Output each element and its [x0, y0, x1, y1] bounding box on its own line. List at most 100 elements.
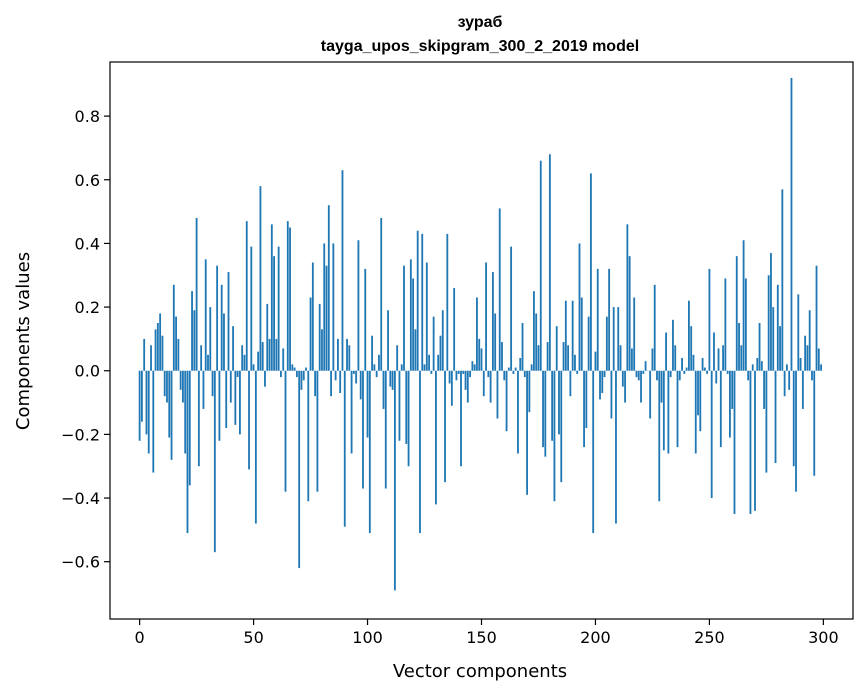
bar-91: [346, 338, 348, 371]
bar-297: [815, 265, 818, 371]
bar-174: [535, 313, 538, 371]
bar-98: [362, 370, 364, 489]
bar-166: [517, 370, 519, 454]
bar-250: [708, 268, 711, 371]
bar-225: [651, 348, 654, 371]
bar-50: [252, 364, 255, 371]
bar-74: [307, 370, 310, 502]
bar-82: [325, 265, 328, 371]
bar-274: [763, 370, 766, 409]
bar-170: [526, 370, 528, 495]
bar-224: [649, 370, 652, 419]
bar-18: [179, 370, 182, 390]
bar-85: [332, 243, 335, 371]
x-tick-label: 100: [352, 628, 383, 647]
bar-230: [662, 370, 665, 451]
bar-221: [642, 370, 645, 374]
bar-113: [396, 345, 399, 371]
bar-291: [801, 370, 804, 409]
y-tick-label: 0.0: [75, 362, 100, 381]
bar-36: [220, 284, 223, 371]
bar-47: [245, 221, 248, 371]
bar-208: [612, 307, 615, 371]
bar-90: [343, 370, 346, 527]
bar-222: [644, 361, 647, 371]
y-tick-label: 0.8: [75, 107, 100, 126]
bar-128: [430, 370, 433, 374]
bar-62: [280, 370, 282, 378]
bar-198: [589, 173, 592, 371]
bar-192: [576, 370, 579, 374]
bar-154: [489, 370, 492, 403]
bar-156: [494, 313, 497, 371]
bar-158: [498, 208, 501, 371]
y-tick-label: −0.6: [61, 553, 100, 572]
bar-155: [491, 272, 494, 371]
bar-161: [505, 370, 508, 432]
bar-114: [398, 370, 401, 441]
bar-295: [811, 370, 813, 381]
bar-107: [382, 370, 385, 409]
bar-182: [553, 370, 556, 502]
bar-201: [596, 268, 599, 371]
bar-44: [239, 370, 241, 435]
bar-130: [435, 370, 437, 505]
bar-220: [640, 370, 642, 403]
bar-77: [314, 370, 317, 397]
bar-276: [767, 275, 770, 371]
bar-118: [407, 370, 410, 467]
bar-183: [555, 326, 558, 371]
bar-13: [168, 370, 171, 438]
bar-267: [747, 370, 750, 381]
bar-279: [774, 370, 777, 464]
x-tick-label: 200: [580, 628, 611, 647]
bar-9: [159, 313, 162, 371]
bar-70: [298, 370, 301, 569]
bar-289: [797, 294, 800, 371]
bar-99: [364, 268, 367, 371]
bar-263: [738, 322, 740, 371]
bar-136: [448, 370, 451, 384]
bar-296: [813, 370, 816, 476]
bar-30: [207, 354, 209, 371]
bar-1: [141, 370, 143, 422]
bar-265: [742, 240, 745, 371]
bar-129: [432, 316, 435, 371]
bar-242: [690, 326, 693, 371]
bar-123: [419, 370, 421, 534]
bar-83: [327, 205, 330, 371]
bar-175: [537, 345, 540, 371]
bar-205: [605, 316, 608, 371]
bar-145: [469, 370, 472, 378]
bar-80: [321, 329, 323, 371]
bar-251: [710, 370, 713, 499]
bar-202: [599, 370, 601, 400]
bar-125: [423, 364, 426, 371]
bar-81: [323, 243, 326, 371]
bar-51: [254, 370, 257, 524]
x-tick-label: 50: [243, 628, 263, 647]
bar-194: [580, 297, 583, 371]
bar-40: [229, 370, 232, 403]
bar-117: [405, 370, 408, 444]
bar-4: [147, 370, 150, 454]
bar-101: [368, 370, 371, 534]
bar-38: [225, 370, 228, 429]
bar-39: [227, 272, 230, 371]
bar-105: [378, 354, 380, 371]
bar-238: [681, 358, 683, 371]
bar-184: [558, 370, 560, 435]
bar-260: [731, 370, 734, 409]
bar-172: [530, 364, 533, 371]
bar-245: [697, 370, 699, 416]
bar-10: [161, 335, 164, 371]
bar-188: [567, 345, 570, 371]
bar-115: [400, 364, 403, 371]
bar-14: [170, 370, 173, 460]
bar-69: [295, 370, 298, 378]
bar-248: [703, 367, 706, 371]
bar-287: [792, 370, 795, 467]
y-axis-label: Components values: [13, 252, 34, 430]
bar-254: [717, 348, 720, 371]
bar-143: [464, 370, 467, 390]
